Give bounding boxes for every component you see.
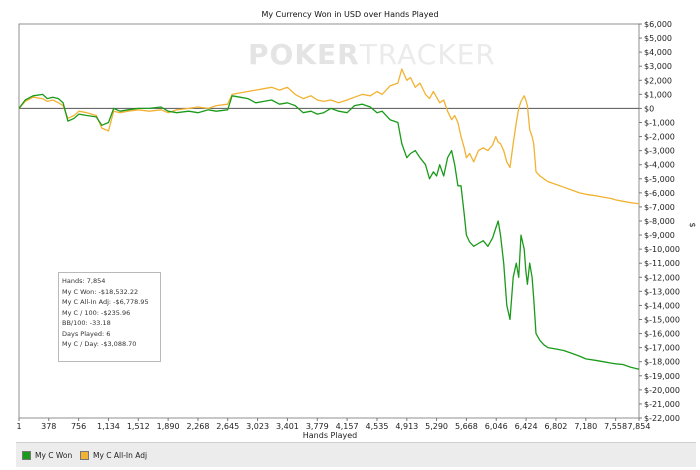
series-line-allin-adj	[18, 68, 640, 205]
y-tick-label: $-14,000	[644, 301, 680, 310]
stat-days: Days Played: 6	[62, 329, 111, 338]
y-tick-label: $-7,000	[644, 203, 675, 212]
stats-box: Hands: 7,854 My C Won: -$18,532.22 My C …	[58, 272, 161, 362]
y-tick-label: $-5,000	[644, 175, 675, 184]
legend: My C Won My C All-In Adj	[16, 442, 696, 467]
x-tick-label: 6,802	[544, 422, 567, 431]
x-tick-label: 5,668	[455, 422, 478, 431]
y-tick-label: $-22,000	[644, 414, 680, 423]
series-lines	[18, 68, 640, 370]
x-tick-label: 1,134	[97, 422, 120, 431]
series-line-won	[18, 93, 640, 370]
y-tick-label: $-4,000	[644, 161, 675, 170]
y-tick-label: $-18,000	[644, 358, 680, 367]
x-tick-label: 4,913	[395, 422, 418, 431]
x-tick-label: 1,890	[157, 422, 180, 431]
legend-swatch-allin	[80, 451, 89, 460]
x-tick-label: 4,535	[366, 422, 389, 431]
legend-swatch-won	[22, 451, 31, 460]
x-tick-label: 2,645	[216, 422, 239, 431]
y-tick-label: $-11,000	[644, 259, 680, 268]
stat-won: My C Won: -$18,532.22	[62, 287, 139, 296]
y-tick-label: $-3,000	[644, 147, 675, 156]
y-tick-label: $-9,000	[644, 231, 675, 240]
y-tick-label: $1,000	[644, 90, 672, 99]
y-tick-label: $-13,000	[644, 287, 680, 296]
y-tick-label: $-10,000	[644, 245, 680, 254]
legend-item-allin[interactable]: My C All-In Adj	[80, 451, 147, 460]
y-axis: $6,000 $5,000 $4,000 $3,000 $2,000 $1,000 $0 $-…	[639, 20, 680, 423]
y-tick-label: $6,000	[644, 20, 672, 29]
x-tick-label: 756	[71, 422, 86, 431]
y-tick-label: $-19,000	[644, 372, 680, 381]
x-tick-label: 378	[41, 422, 56, 431]
y-tick-label: $2,000	[644, 76, 672, 85]
y-tick-label: $-17,000	[644, 344, 680, 353]
y-tick-label: $-8,000	[644, 217, 675, 226]
legend-item-won[interactable]: My C Won	[22, 451, 72, 460]
x-tick-label: 2,268	[187, 422, 210, 431]
x-axis-title: Hands Played	[303, 431, 357, 440]
x-tick-label: 7,854	[628, 422, 651, 431]
legend-label-won: My C Won	[35, 451, 73, 460]
x-tick-label: 6,046	[485, 422, 508, 431]
y-tick-label: $4,000	[644, 48, 672, 57]
x-tick-label: 6,424	[515, 422, 538, 431]
x-tick-label: 3,023	[246, 422, 269, 431]
x-tick-label: 7,558	[604, 422, 627, 431]
x-tick-label: 7,180	[574, 422, 597, 431]
legend-label-allin: My C All-In Adj	[93, 451, 148, 460]
x-tick-label: 3,401	[276, 422, 299, 431]
y-tick-label: $0	[644, 104, 654, 113]
stat-perday: My C / Day: -$3,088.70	[62, 340, 137, 348]
y-tick-label: $-15,000	[644, 316, 680, 325]
y-tick-label: $-21,000	[644, 400, 680, 409]
y-axis-title: $	[688, 222, 697, 227]
stat-hands: Hands: 7,854	[62, 277, 106, 285]
y-tick-label: $-2,000	[644, 133, 675, 142]
poker-tracker-watermark: POKERTRACKER	[248, 38, 496, 71]
y-tick-label: $3,000	[644, 62, 672, 71]
y-tick-label: $-1,000	[644, 119, 675, 128]
x-axis: 1 378 756 1,134 1,512 1,890 2,268 2,645 3,023 3,4…	[16, 418, 650, 431]
y-tick-label: $5,000	[644, 34, 672, 43]
x-tick-label: 1	[16, 422, 21, 431]
y-tick-label: $-12,000	[644, 273, 680, 282]
y-tick-label: $-16,000	[644, 330, 680, 339]
chart-title: My Currency Won in USD over Hands Played	[261, 10, 438, 19]
x-tick-label: 3,779	[306, 422, 329, 431]
x-tick-label: 5,290	[425, 422, 448, 431]
y-tick-label: $-20,000	[644, 386, 680, 395]
y-tick-label: $-6,000	[644, 189, 675, 198]
stat-allin: My C All-In Adj: -$6,778.95	[62, 298, 149, 306]
stat-bb100: BB/100: -33.18	[62, 319, 111, 327]
stat-per100: My C / 100: -$235.96	[62, 308, 131, 317]
x-tick-label: 4,157	[336, 422, 359, 431]
x-tick-label: 1,512	[127, 422, 150, 431]
